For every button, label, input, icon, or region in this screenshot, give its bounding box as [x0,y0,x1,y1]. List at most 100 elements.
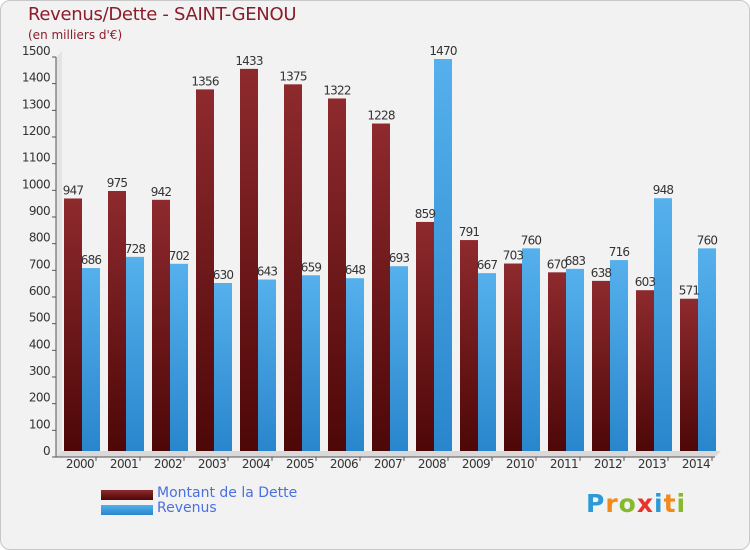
bar-revenus [302,275,320,451]
data-label: 643 [257,265,278,279]
x-tick-label: 2006 [330,457,358,471]
data-label: 1433 [235,54,263,68]
data-label: 791 [459,225,480,239]
x-tick-label: 2007 [374,457,402,471]
bar-revenus [258,279,276,451]
data-label: 760 [521,233,542,247]
y-tick-label: 800 [29,231,50,245]
data-label: 716 [609,245,630,259]
bar-dette [64,198,82,451]
y-tick-label: 100 [29,417,50,431]
bar-dette [328,98,346,451]
y-tick-label: 1000 [22,177,50,191]
bar-revenus [170,263,188,451]
data-label: 728 [125,242,146,256]
bar-revenus [434,59,452,451]
y-tick-label: 900 [29,204,50,218]
legend-swatch-revenus [101,505,153,515]
y-tick-label: 1300 [22,97,50,111]
x-axis: 2000 2001 2002 2003 2004 2005 2006 2007 2008 2009… [56,451,721,471]
data-label: 630 [213,268,234,282]
y-tick-label: 500 [29,311,50,325]
x-tick-label: 2004 [242,457,270,471]
legend-swatch-dette [101,490,153,500]
x-tick-label: 2000 [66,457,94,471]
chart-title: Revenus/Dette - SAINT-GENOU [28,4,297,25]
logo-letter: t [663,489,677,518]
data-label: 975 [107,176,128,190]
bar-dette [416,221,434,451]
data-label: 667 [477,258,498,272]
proxiti-logo: Proxiti [586,489,686,518]
bar-revenus [82,268,100,451]
y-axis: 0 100 200 300 400 500 600 700 800 900 1000 1100 1200… [22,44,62,458]
data-label: 760 [697,233,718,247]
data-label: 947 [63,183,84,197]
logo-letter: i [654,489,664,518]
bar-revenus [390,266,408,451]
bar-dette [240,68,258,451]
data-label: 659 [301,260,322,274]
bar-dette [592,280,610,451]
bar-dette [196,89,214,452]
x-tick-label: 2002 [154,457,182,471]
data-label: 571 [679,284,700,298]
chart-side-wall [56,51,62,457]
data-label: 948 [653,183,674,197]
x-tick-label: 2001 [110,457,138,471]
data-label: 1375 [279,69,307,83]
x-tick-label: 2005 [286,457,314,471]
data-label: 638 [591,266,612,280]
logo-letter: i [676,489,687,518]
legend-label-dette: Montant de la Dette [157,485,298,501]
data-label: 1228 [367,109,395,123]
chart-floor [56,451,721,457]
bar-revenus [214,283,232,451]
bars [64,59,716,452]
data-label: 1470 [429,44,457,58]
y-tick-label: 400 [29,337,50,351]
data-label: 683 [565,254,586,268]
y-tick-label: 200 [29,391,50,405]
y-tick-label: 1100 [22,151,50,165]
data-label: 1322 [323,83,351,97]
logo-letter: r [605,489,619,518]
bar-dette [548,272,566,451]
data-label: 942 [151,185,172,199]
data-labels: 947 686 975 728 942 702 1356 630 1433 643 1375 659 1… [63,44,718,298]
x-tick-label: 2012 [594,457,622,471]
bar-revenus [126,256,144,451]
data-label: 703 [503,249,524,263]
x-tick-label: 2009 [462,457,490,471]
bar-dette [152,199,170,451]
y-tick-label: 0 [43,444,50,458]
y-tick-label: 300 [29,364,50,378]
logo-letter: P [586,489,606,518]
y-tick-label: 600 [29,284,50,298]
bar-dette [460,240,478,451]
y-tick-label: 700 [29,257,50,271]
x-tick-label: 2014 [682,457,710,471]
bar-revenus [654,198,672,451]
bar-dette [680,298,698,451]
bar-dette [504,263,522,451]
data-label: 603 [635,275,656,289]
x-tick-label: 2008 [418,457,446,471]
x-tick-label: 2011 [550,457,578,471]
bar-revenus [346,278,364,451]
bar-dette [372,123,390,452]
legend-label-revenus: Revenus [157,500,217,516]
bar-revenus [566,268,584,451]
data-label: 859 [415,207,436,221]
bar-dette [108,191,126,451]
x-tick-label: 2013 [638,457,666,471]
chart-subtitle: (en milliers d'€) [28,28,123,42]
data-label: 1356 [191,74,219,88]
y-tick-label: 1200 [22,124,50,138]
data-label: 693 [389,251,410,265]
logo-letter: x [636,489,654,518]
data-label: 648 [345,263,366,277]
bar-dette [636,290,654,451]
